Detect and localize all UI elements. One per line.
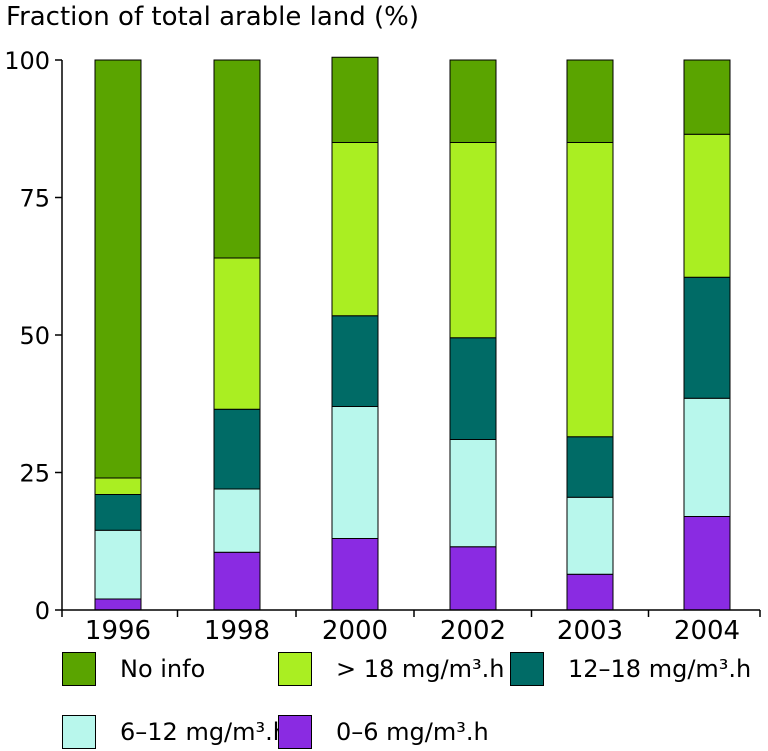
- bar-segment: [331, 406, 379, 539]
- stacked-bar-chart: 0 25 50 75 100 1996 1998 2000 2002 2003 2004: [4, 47, 761, 640]
- bar-segment: [213, 488, 261, 553]
- y-tick-label: 25: [19, 460, 50, 488]
- bar-segment: [449, 546, 497, 611]
- y-axis-title: Fraction of total arable land (%): [6, 2, 420, 32]
- bar-segment: [94, 598, 142, 611]
- legend-label: 0–6 mg/m³.h: [336, 718, 489, 746]
- x-tick-label: 2002: [440, 616, 506, 640]
- bar-segment: [683, 276, 731, 399]
- legend-item-0-6: 0–6 mg/m³.h: [278, 715, 489, 749]
- legend-label: > 18 mg/m³.h: [336, 655, 505, 683]
- bar-segment: [449, 439, 497, 548]
- bar-segment: [683, 133, 731, 278]
- bar-segment: [213, 257, 261, 410]
- legend-swatch: [62, 652, 96, 686]
- y-tick-label: 50: [19, 322, 50, 350]
- bar-segment: [449, 142, 497, 339]
- bar-segment: [331, 315, 379, 407]
- bar-segment: [683, 397, 731, 517]
- bar-segment: [94, 477, 142, 495]
- bar-segment: [566, 573, 614, 611]
- legend-swatch: [278, 652, 312, 686]
- y-tick-label: 75: [19, 185, 50, 213]
- bar-segment: [683, 59, 731, 135]
- bar-segment: [213, 408, 261, 490]
- legend-label: 12–18 mg/m³.h: [568, 655, 752, 683]
- y-tick-label: 100: [4, 47, 50, 75]
- bar-segment: [566, 142, 614, 438]
- bar-segment: [94, 529, 142, 600]
- bars-group: [94, 56, 731, 611]
- ticks-group: 0 25 50 75 100 1996 1998 2000 2002 2003 2004: [4, 47, 761, 640]
- legend-item-12-18: 12–18 mg/m³.h: [510, 652, 751, 686]
- bar-segment: [331, 56, 379, 143]
- bar-segment: [683, 516, 731, 611]
- bar-segment: [331, 142, 379, 317]
- legend-item-no-info: No info: [62, 652, 205, 686]
- bar-segment: [94, 494, 142, 531]
- legend-item-6-12: 6–12 mg/m³.h: [62, 715, 288, 749]
- legend-label: No info: [120, 655, 206, 683]
- bar-segment: [331, 538, 379, 611]
- bar-segment: [566, 59, 614, 143]
- bar-segment: [213, 59, 261, 259]
- y-tick-label: 0: [35, 597, 50, 625]
- bar-segment: [449, 337, 497, 440]
- x-tick-label: 1996: [85, 616, 151, 640]
- bar-segment: [566, 436, 614, 498]
- legend-label: 6–12 mg/m³.h: [120, 718, 288, 746]
- legend-swatch: [510, 652, 544, 686]
- x-tick-label: 2004: [674, 616, 740, 640]
- legend-swatch: [278, 715, 312, 749]
- bar-segment: [94, 59, 142, 479]
- bar-segment: [566, 496, 614, 575]
- bar-segment: [449, 59, 497, 143]
- x-tick-label: 1998: [204, 616, 270, 640]
- x-tick-label: 2000: [322, 616, 388, 640]
- x-tick-label: 2003: [557, 616, 623, 640]
- legend-swatch: [62, 715, 96, 749]
- bar-segment: [213, 551, 261, 611]
- legend-item-over-18: > 18 mg/m³.h: [278, 652, 504, 686]
- axes-group: [61, 60, 760, 611]
